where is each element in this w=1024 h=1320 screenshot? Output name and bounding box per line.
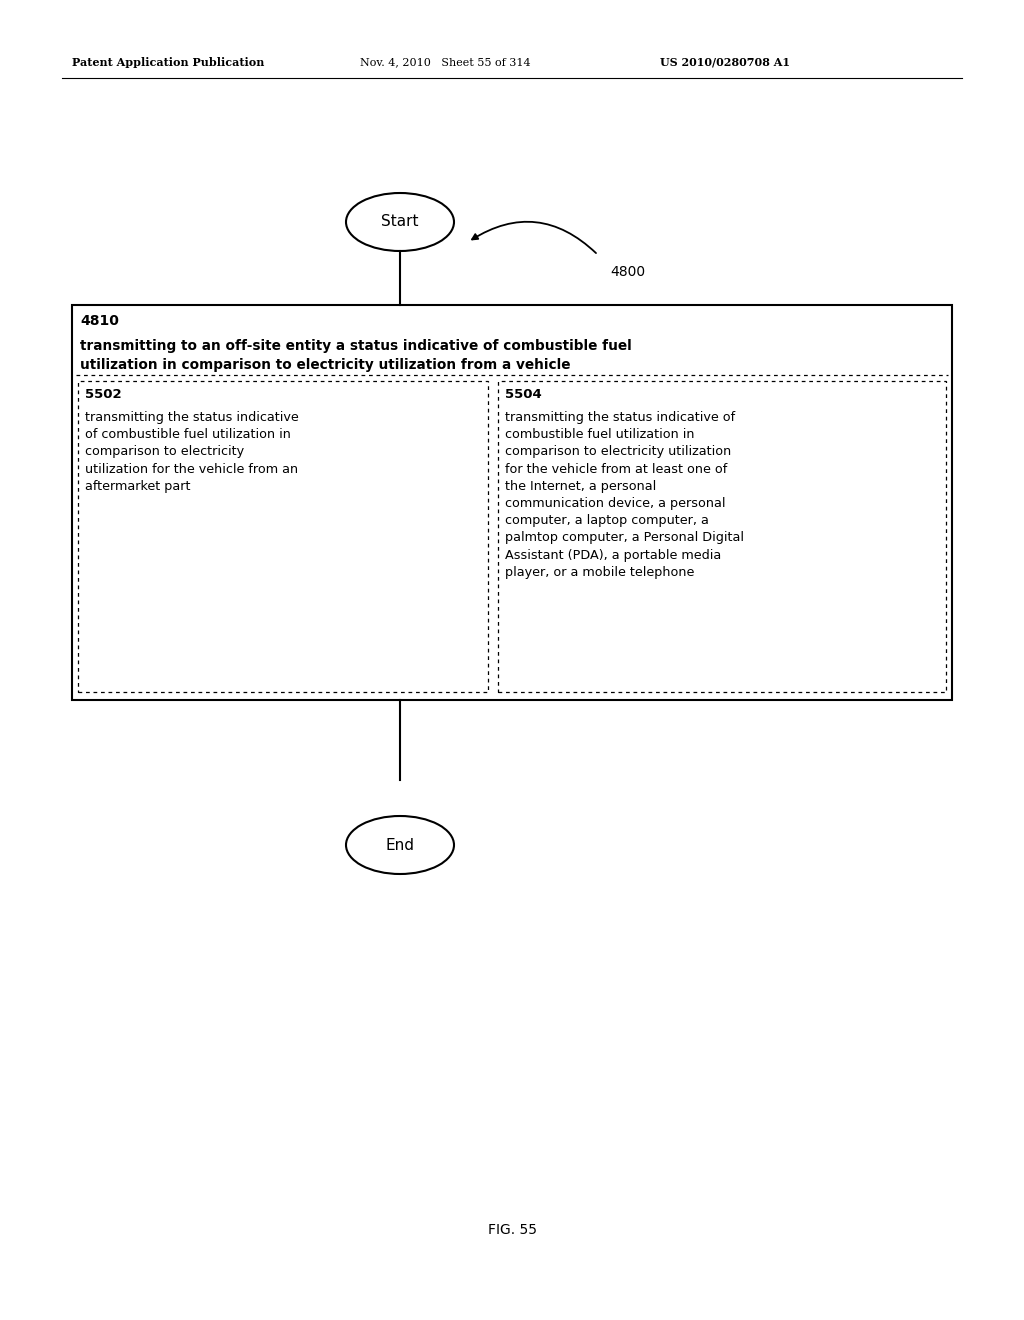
Text: 5504: 5504 xyxy=(505,388,542,401)
Text: transmitting the status indicative of
combustible fuel utilization in
comparison: transmitting the status indicative of co… xyxy=(505,411,744,578)
Text: 4810: 4810 xyxy=(80,314,119,327)
Text: 5502: 5502 xyxy=(85,388,122,401)
Text: Start: Start xyxy=(381,214,419,230)
Text: transmitting the status indicative
of combustible fuel utilization in
comparison: transmitting the status indicative of co… xyxy=(85,411,299,492)
Bar xyxy=(78,381,488,692)
Text: transmitting to an off-site entity a status indicative of combustible fuel
utili: transmitting to an off-site entity a sta… xyxy=(80,339,632,372)
Bar xyxy=(72,305,952,700)
Text: FIG. 55: FIG. 55 xyxy=(487,1224,537,1237)
FancyArrowPatch shape xyxy=(472,222,596,253)
Text: 4800: 4800 xyxy=(610,265,645,279)
Text: US 2010/0280708 A1: US 2010/0280708 A1 xyxy=(660,57,790,67)
Text: Patent Application Publication: Patent Application Publication xyxy=(72,57,264,67)
Text: End: End xyxy=(385,837,415,853)
Bar xyxy=(498,381,946,692)
Text: Nov. 4, 2010   Sheet 55 of 314: Nov. 4, 2010 Sheet 55 of 314 xyxy=(360,57,530,67)
